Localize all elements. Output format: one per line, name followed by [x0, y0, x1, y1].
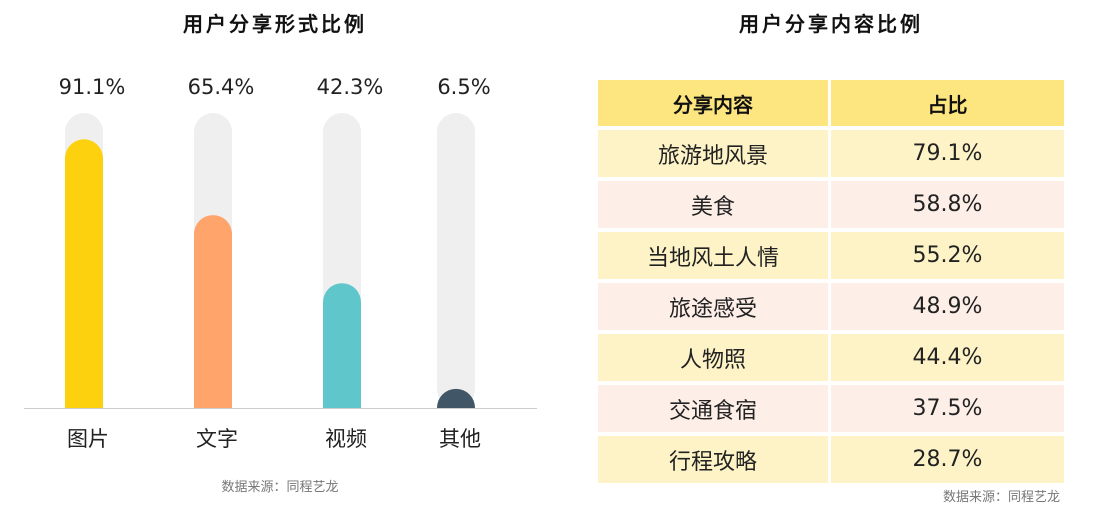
- table-row: 行程攻略 28.7%: [598, 436, 1064, 483]
- table-cell-ratio: 44.4%: [831, 334, 1064, 381]
- bar-value-label: 42.3%: [317, 75, 384, 99]
- bar-1: [194, 215, 232, 408]
- bar-2: [323, 283, 361, 408]
- table-row: 人物照 44.4%: [598, 334, 1064, 381]
- table-header-content: 分享内容: [598, 80, 831, 126]
- left-data-source: 数据来源：同程艺龙: [221, 480, 339, 495]
- bar-3: [437, 388, 475, 408]
- share-form-bar-chart: 91.1% 图片 65.4% 文字 42.3% 视频 6.5% 其他: [24, 75, 537, 451]
- right-table-title: 用户分享内容比例: [739, 12, 923, 36]
- table-cell-ratio: 79.1%: [831, 130, 1064, 177]
- table-row: 旅途感受 48.9%: [598, 283, 1064, 330]
- category-label: 视频: [325, 427, 367, 451]
- table-cell-content: 交通食宿: [598, 385, 831, 432]
- table-cell-content: 旅途感受: [598, 283, 831, 330]
- table-cell-ratio: 55.2%: [831, 232, 1064, 279]
- table-cell-content: 旅游地风景: [598, 130, 831, 177]
- bar-value-label: 91.1%: [59, 75, 126, 99]
- share-content-table: 分享内容 占比 旅游地风景 79.1% 美食 58.8% 当地风土人情 55.2…: [598, 76, 1064, 487]
- table-cell-content: 人物照: [598, 334, 831, 381]
- table-cell-content: 行程攻略: [598, 436, 831, 483]
- table-header-ratio: 占比: [831, 80, 1064, 126]
- bar-0: [65, 139, 103, 408]
- table-row: 当地风土人情 55.2%: [598, 232, 1064, 279]
- category-label: 图片: [67, 427, 109, 451]
- table-row: 美食 58.8%: [598, 181, 1064, 228]
- bar-track: [437, 113, 475, 408]
- table-cell-ratio: 37.5%: [831, 385, 1064, 432]
- table-row: 旅游地风景 79.1%: [598, 130, 1064, 177]
- bar-value-label: 6.5%: [437, 75, 490, 99]
- right-data-source: 数据来源：同程艺龙: [942, 490, 1060, 505]
- table-cell-ratio: 58.8%: [831, 181, 1064, 228]
- left-chart-title: 用户分享形式比例: [183, 12, 367, 36]
- category-label: 文字: [196, 427, 238, 451]
- category-label: 其他: [439, 427, 481, 451]
- bar-value-label: 65.4%: [188, 75, 255, 99]
- table-cell-content: 美食: [598, 181, 831, 228]
- table-cell-ratio: 48.9%: [831, 283, 1064, 330]
- table-row: 交通食宿 37.5%: [598, 385, 1064, 432]
- table-cell-ratio: 28.7%: [831, 436, 1064, 483]
- table-cell-content: 当地风土人情: [598, 232, 831, 279]
- table-header-row: 分享内容 占比: [598, 80, 1064, 126]
